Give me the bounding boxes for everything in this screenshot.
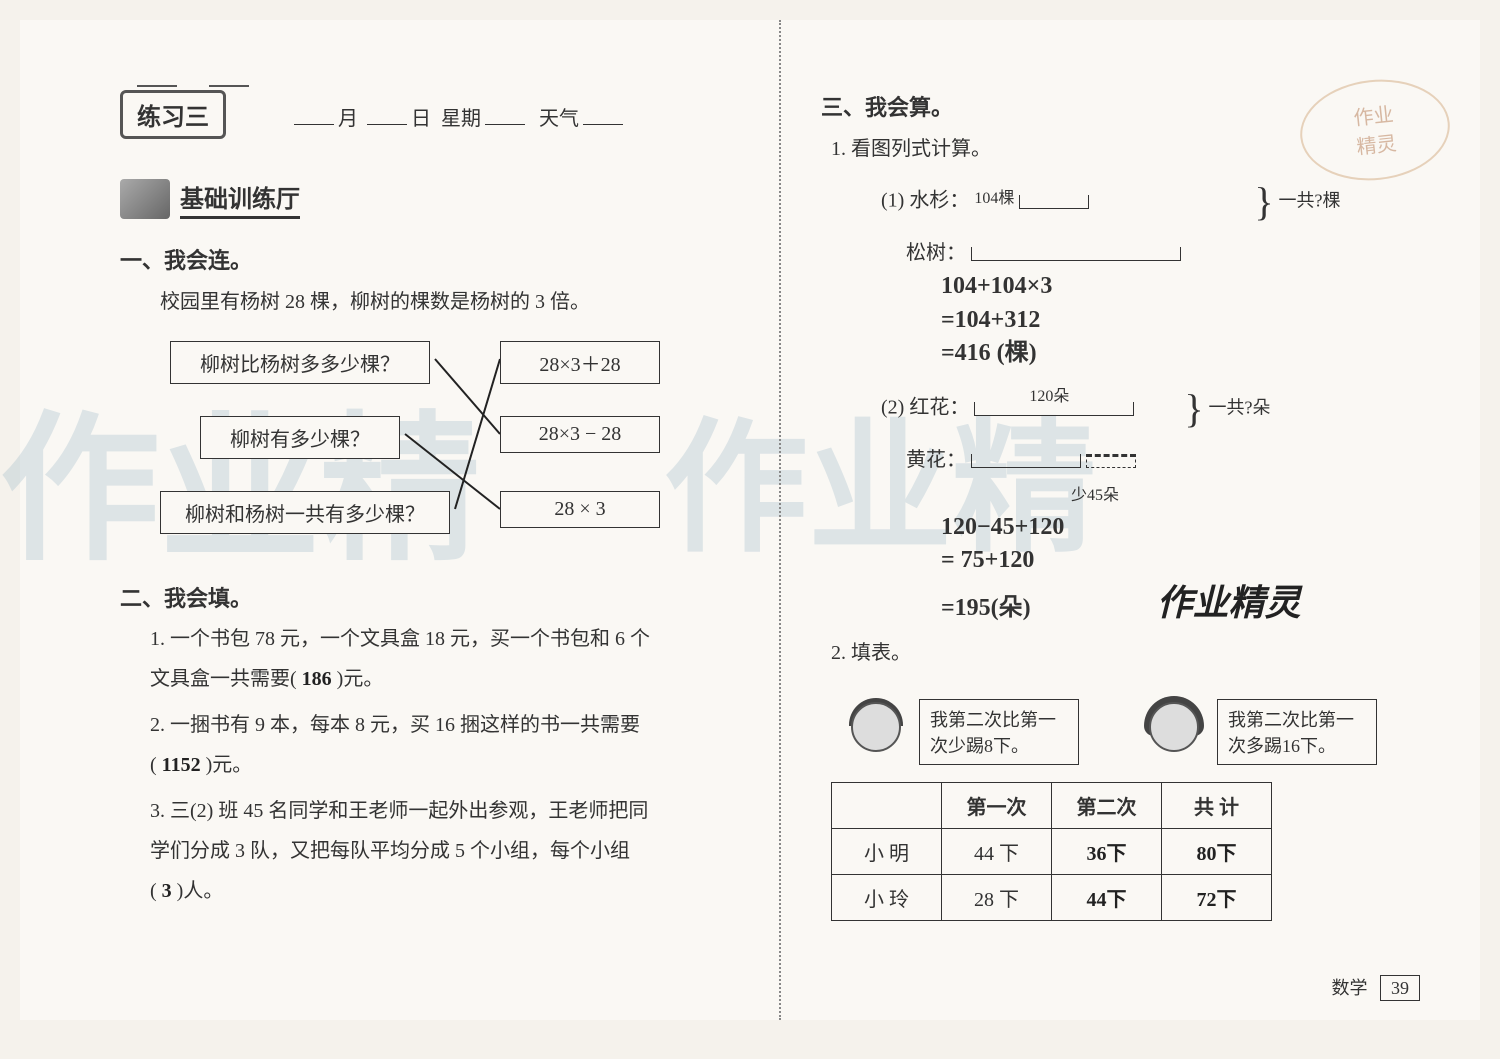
r1-c2: 36下	[1052, 829, 1162, 875]
r2-c1: 28 下	[942, 875, 1052, 921]
table-row: 小 玲 28 下 44下 72下	[832, 875, 1272, 921]
p1-calc: 104+104×3 =104+312 =416 (棵)	[941, 270, 1450, 371]
s2-item1: 1. 一个书包 78 元，一个文具盒 18 元，买一个书包和 6 个 文具盒一共…	[150, 619, 749, 699]
s2-item2-b: (	[150, 754, 162, 776]
p2-total: 一共?朵	[1209, 397, 1271, 417]
pencil-icon	[120, 179, 170, 219]
table-header-row: 第一次 第二次 共 计	[832, 783, 1272, 829]
p1-line1-name: 水杉：	[909, 190, 969, 212]
p2-label: (2)	[881, 396, 904, 418]
kids-row: 我第二次比第一次少踢8下。 我第二次比第一次多踢16下。	[841, 692, 1450, 772]
s2-item1-b: 文具盒一共需要(	[150, 668, 302, 690]
s2-item1-c: )元。	[332, 668, 384, 690]
p1-calc1: 104+104×3	[941, 270, 1450, 304]
p2-calc: 120−45+120 = 75+120 =195(朵) 作业精灵	[941, 511, 1450, 629]
r2-c3: 72下	[1162, 875, 1272, 921]
match-q1: 柳树比杨树多多少棵？	[170, 341, 430, 384]
boy-speech: 我第二次比第一次少踢8下。	[919, 699, 1079, 765]
header-row: 练习三 月 日 星期 天气	[120, 90, 749, 139]
weather-label: 天气	[539, 108, 579, 130]
match-a2: 28×3 − 28	[500, 416, 660, 453]
basic-section-header: 基础训练厅	[120, 179, 749, 219]
s2-item2-c: )元。	[201, 754, 253, 776]
th-first: 第一次	[942, 783, 1052, 829]
boy-wrap: 我第二次比第一次少踢8下。	[841, 692, 1079, 772]
s2-item2: 2. 一捆书有 9 本，每本 8 元，买 16 捆这样的书一共需要 ( 1152…	[150, 705, 749, 785]
result-table: 第一次 第二次 共 计 小 明 44 下 36下 80下 小 玲 28 下 44…	[831, 782, 1272, 921]
weather-blank[interactable]	[583, 124, 623, 125]
girl-speech: 我第二次比第一次多踢16下。	[1217, 699, 1377, 765]
s2-item3-b: 学们分成 3 队，又把每队平均分成 5 个小组，每个小组	[150, 840, 630, 862]
match-q2: 柳树有多少棵？	[200, 416, 400, 459]
s3-sub2-title: 2. 填表。	[831, 634, 1450, 672]
girl-icon	[1139, 692, 1209, 772]
small-watermark: 作业精灵	[1157, 583, 1301, 623]
match-q3: 柳树和杨树一共有多少棵？	[160, 491, 450, 534]
exercise-title: 练习三	[120, 90, 226, 139]
p2-calc3: =195(朵)	[941, 592, 1031, 626]
p2-line1-name: 红花：	[909, 396, 969, 418]
th-second: 第二次	[1052, 783, 1162, 829]
girl-wrap: 我第二次比第一次多踢16下。	[1139, 692, 1377, 772]
p2-less: 少45朵	[1071, 487, 1119, 504]
page-number: 39	[1380, 975, 1420, 1001]
s2-title: 二、我会填。	[120, 581, 749, 613]
p1-calc2: =104+312	[941, 304, 1450, 338]
match-a1: 28×3＋28	[500, 341, 660, 384]
r2-c2: 44下	[1052, 875, 1162, 921]
month-blank[interactable]	[294, 124, 334, 125]
stamp-line2: 精灵	[1356, 133, 1398, 159]
boy-icon	[841, 692, 911, 772]
left-column: 练习三 月 日 星期 天气 基础训练厅 一、我会连。 校园里有杨树 28 棵，柳…	[20, 20, 779, 1020]
s2-item3-c: (	[150, 880, 162, 902]
p2-line2-name: 黄花：	[906, 449, 966, 471]
p2-line1-val: 120朵	[1029, 388, 1069, 405]
s2-item3: 3. 三(2) 班 45 名同学和王老师一起外出参观，王老师把同 学们分成 3 …	[150, 791, 749, 911]
s2-item3-a: 3. 三(2) 班 45 名同学和王老师一起外出参观，王老师把同	[150, 800, 648, 822]
s1-intro: 校园里有杨树 28 棵，柳树的棵数是杨树的 3 倍。	[160, 283, 749, 321]
p1-line1-val: 104棵	[974, 190, 1014, 207]
month-label: 月	[338, 108, 358, 130]
p1-diagram: (1) 水杉： 104棵 } 一共?棵 松树：	[881, 168, 1450, 270]
s2-item2-ans: 1152	[162, 754, 201, 776]
r1-c3: 80下	[1162, 829, 1272, 875]
th-blank	[832, 783, 942, 829]
day-blank[interactable]	[367, 124, 407, 125]
s2-item3-ans: 3	[162, 880, 172, 902]
p1-total: 一共?棵	[1279, 191, 1341, 211]
s2-item1-a: 1. 一个书包 78 元，一个文具盒 18 元，买一个书包和 6 个	[150, 628, 650, 650]
weekday-label: 星期	[441, 108, 481, 130]
brace-icon: }	[1254, 179, 1273, 224]
s2-item3-d: )人。	[172, 880, 224, 902]
stamp-line1: 作业	[1353, 104, 1395, 130]
table-row: 小 明 44 下 36下 80下	[832, 829, 1272, 875]
r1-name: 小 明	[832, 829, 942, 875]
matching-area: 柳树比杨树多多少棵？ 柳树有多少棵？ 柳树和杨树一共有多少棵？ 28×3＋28 …	[140, 341, 749, 541]
p2-calc1: 120−45+120	[941, 511, 1450, 545]
page-footer: 数学 39	[1332, 974, 1421, 1000]
worksheet-page: 作业精 作业精 练习三 月 日 星期 天气 基础训练厅 一、我会连。 校园里有杨…	[20, 20, 1480, 1020]
p1-line2-name: 松树：	[906, 242, 966, 264]
r1-c1: 44 下	[942, 829, 1052, 875]
s2-item2-a: 2. 一捆书有 9 本，每本 8 元，买 16 捆这样的书一共需要	[150, 714, 640, 736]
p2-calc2: = 75+120	[941, 544, 1450, 578]
basic-section-title: 基础训练厅	[180, 179, 300, 219]
r2-name: 小 玲	[832, 875, 942, 921]
date-line: 月 日 星期 天气	[290, 102, 627, 131]
match-a3: 28 × 3	[500, 491, 660, 528]
p1-calc3: =416 (棵)	[941, 337, 1450, 371]
s1-title: 一、我会连。	[120, 243, 749, 275]
s2-item1-ans: 186	[302, 668, 332, 690]
day-label: 日	[411, 108, 431, 130]
brace-icon-2: }	[1184, 386, 1203, 431]
right-column: 作业 精灵 三、我会算。 1. 看图列式计算。 (1) 水杉： 104棵 } 一…	[779, 20, 1480, 1020]
p1-label: (1)	[881, 190, 904, 212]
p2-diagram: (2) 红花： 120朵 } 一共?朵 黄花： 少45朵	[881, 375, 1450, 511]
th-total: 共 计	[1162, 783, 1272, 829]
footer-subject: 数学	[1332, 978, 1368, 998]
weekday-blank[interactable]	[485, 124, 525, 125]
